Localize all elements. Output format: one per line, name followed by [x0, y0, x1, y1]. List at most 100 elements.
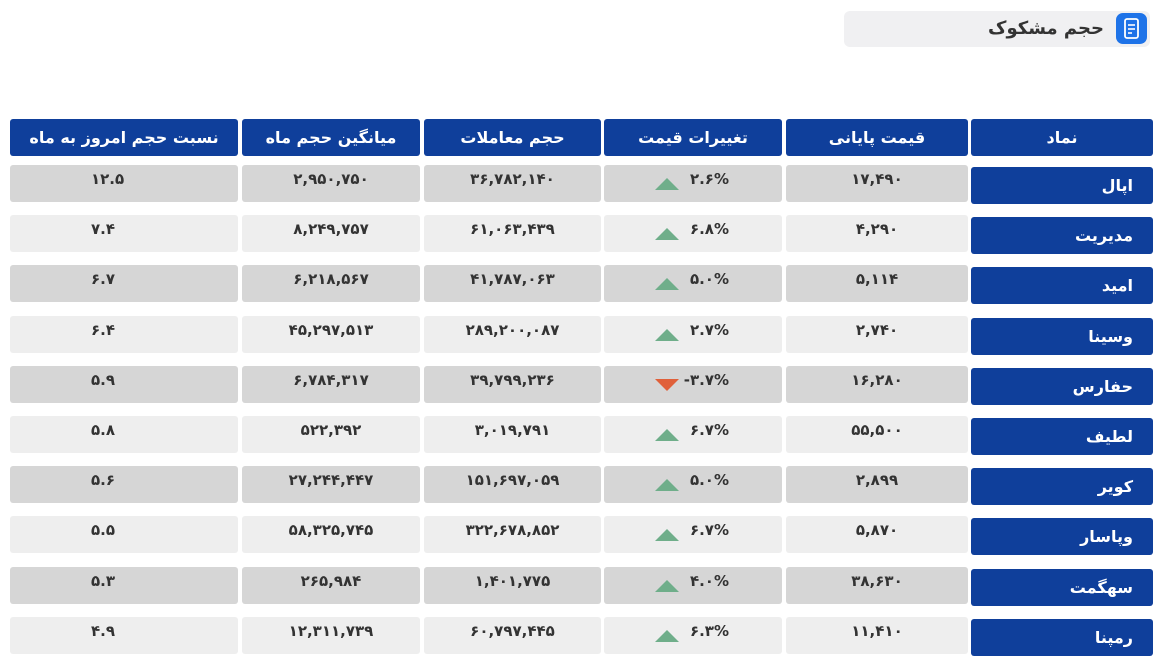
price-change-value: ۵.۰%: [689, 270, 729, 289]
close-price-cell: ۵,۸۷۰: [786, 516, 968, 554]
symbol-cell[interactable]: لطیف: [971, 418, 1153, 455]
symbol-label: وپاسار: [1080, 527, 1133, 547]
close-price-cell: ۴,۲۹۰: [786, 215, 968, 253]
close-price-value: ۱۱,۴۱۰: [851, 621, 903, 640]
monthly-avg-cell: ۵۲۲,۳۹۲: [242, 416, 420, 453]
volume-ratio-value: ۵.۳: [91, 571, 116, 590]
price-change-cell: ۵.۰%: [604, 466, 782, 504]
close-price-cell: ۱۶,۲۸۰: [786, 365, 968, 403]
symbol-label: رمپنا: [1094, 627, 1133, 647]
monthly-avg-value: ۵۲۲,۳۹۲: [300, 421, 362, 439]
symbol-cell[interactable]: کویر: [971, 468, 1153, 506]
close-price-value: ۵,۱۱۴: [855, 270, 899, 289]
close-price-value: ۴,۲۹۰: [855, 220, 899, 239]
trade-volume-value: ۳,۰۱۹,۷۹۱: [474, 421, 551, 439]
trade-volume-value: ۲۸۹,۲۰۰,۰۸۷: [465, 320, 560, 339]
close-price-value: ۲,۷۴۰: [855, 320, 899, 339]
symbol-cell[interactable]: وسینا: [971, 317, 1153, 355]
close-price-value: ۳۸,۶۳۰: [851, 571, 903, 590]
header-price-change[interactable]: تغییرات قیمت: [604, 119, 782, 156]
symbol-label: حفارس: [1072, 376, 1133, 396]
close-price-cell: ۲,۷۴۰: [786, 315, 968, 353]
close-price-cell: ۳۸,۶۳۰: [786, 566, 968, 604]
monthly-avg-cell: ۱۲,۳۱۱,۷۳۹: [242, 616, 420, 654]
trade-volume-value: ۳۶,۷۸۲,۱۴۰: [470, 170, 555, 188]
arrow-up-icon: [655, 429, 679, 441]
symbol-cell[interactable]: وپاسار: [971, 518, 1153, 556]
trade-volume-value: ۶۰,۷۹۷,۴۴۵: [470, 621, 555, 640]
volume-ratio-value: ۵.۹: [91, 370, 116, 389]
monthly-avg-cell: ۲۷,۲۴۴,۴۴۷: [242, 466, 420, 504]
volume-ratio-cell: ۷.۴: [10, 215, 238, 253]
symbol-cell[interactable]: مدیریت: [971, 217, 1153, 255]
volume-ratio-cell: ۵.۳: [10, 566, 238, 604]
price-change-cell: ۲.۷%: [604, 315, 782, 353]
trade-volume-cell: ۱۵۱,۶۹۷,۰۵۹: [424, 466, 601, 504]
price-change-cell: ۵.۰%: [604, 265, 782, 303]
volume-ratio-cell: ۵.۸: [10, 416, 238, 453]
arrow-up-icon: [655, 579, 679, 592]
header-symbol[interactable]: نماد: [971, 119, 1153, 156]
volume-ratio-value: ۱۲.۵: [91, 170, 125, 188]
trade-volume-value: ۶۱,۰۶۳,۴۳۹: [470, 220, 555, 239]
arrow-up-icon: [655, 328, 679, 341]
symbol-cell[interactable]: امید: [971, 267, 1153, 305]
close-price-value: ۱۶,۲۸۰: [851, 370, 903, 389]
price-change-cell: ۶.۷%: [604, 416, 782, 453]
monthly-avg-value: ۶,۷۸۴,۳۱۷: [293, 370, 369, 389]
volume-ratio-cell: ۵.۶: [10, 466, 238, 504]
monthly-avg-cell: ۲۶۵,۹۸۴: [242, 566, 420, 604]
symbol-cell[interactable]: حفارس: [971, 367, 1153, 405]
symbol-label: اپال: [1101, 176, 1133, 195]
volume-ratio-cell: ۱۲.۵: [10, 165, 238, 202]
price-change-cell: ۶.۸%: [604, 215, 782, 253]
monthly-avg-value: ۲,۹۵۰,۷۵۰: [293, 170, 369, 188]
header-trade-volume[interactable]: حجم معاملات: [424, 119, 601, 156]
monthly-avg-value: ۸,۲۴۹,۷۵۷: [293, 220, 369, 239]
monthly-avg-value: ۱۲,۳۱۱,۷۳۹: [288, 621, 374, 640]
symbol-label: لطیف: [1085, 427, 1133, 446]
trade-volume-value: ۱,۴۰۱,۷۷۵: [474, 571, 551, 590]
volume-ratio-value: ۵.۶: [91, 471, 116, 490]
price-change-value: ۲.۶%: [689, 170, 729, 188]
price-change-cell: ۴.۰%: [604, 566, 782, 604]
volume-ratio-cell: ۵.۵: [10, 516, 238, 554]
price-change-cell: ۲.۶%: [604, 165, 782, 202]
arrow-up-icon: [655, 178, 679, 190]
trade-volume-cell: ۳۶,۷۸۲,۱۴۰: [424, 165, 601, 202]
page-title: حجم مشکوک: [988, 18, 1104, 39]
header-volume-ratio[interactable]: نسبت حجم امروز به ماه: [10, 119, 238, 156]
trade-volume-cell: ۳,۰۱۹,۷۹۱: [424, 416, 601, 453]
arrow-up-icon: [655, 228, 679, 241]
symbol-cell[interactable]: رمپنا: [971, 618, 1153, 656]
monthly-avg-value: ۲۶۵,۹۸۴: [300, 571, 362, 590]
trade-volume-cell: ۶۰,۷۹۷,۴۴۵: [424, 616, 601, 654]
monthly-avg-value: ۴۵,۲۹۷,۵۱۳: [288, 320, 374, 339]
arrow-down-icon: [655, 378, 679, 391]
trade-volume-cell: ۱,۴۰۱,۷۷۵: [424, 566, 601, 604]
trade-volume-value: ۳۹,۷۹۹,۲۳۶: [470, 370, 555, 389]
close-price-value: ۵۵,۵۰۰: [851, 421, 903, 439]
trade-volume-cell: ۶۱,۰۶۳,۴۳۹: [424, 215, 601, 253]
volume-ratio-cell: ۶.۷: [10, 265, 238, 303]
document-icon: [1116, 13, 1147, 44]
trade-volume-cell: ۳۲۲,۶۷۸,۸۵۲: [424, 516, 601, 554]
price-change-value: ۵.۰%: [689, 471, 729, 490]
header-monthly-avg-volume[interactable]: میانگین حجم ماه: [242, 119, 420, 156]
symbol-label: وسینا: [1088, 326, 1133, 346]
arrow-up-icon: [655, 479, 679, 492]
volume-ratio-cell: ۴.۹: [10, 616, 238, 654]
monthly-avg-value: ۲۷,۲۴۴,۴۴۷: [288, 471, 374, 490]
header-close-price[interactable]: قیمت پایانی: [786, 119, 968, 156]
monthly-avg-value: ۵۸,۳۲۵,۷۴۵: [288, 521, 374, 540]
trade-volume-value: ۳۲۲,۶۷۸,۸۵۲: [465, 521, 560, 540]
monthly-avg-value: ۶,۲۱۸,۵۶۷: [293, 270, 369, 289]
close-price-cell: ۵۵,۵۰۰: [786, 416, 968, 453]
symbol-cell[interactable]: اپال: [971, 167, 1153, 204]
close-price-cell: ۱۱,۴۱۰: [786, 616, 968, 654]
volume-ratio-value: ۶.۷: [91, 270, 116, 289]
monthly-avg-cell: ۵۸,۳۲۵,۷۴۵: [242, 516, 420, 554]
price-change-value: ۶.۷%: [689, 421, 729, 439]
close-price-cell: ۲,۸۹۹: [786, 466, 968, 504]
symbol-cell[interactable]: سهگمت: [971, 568, 1153, 606]
